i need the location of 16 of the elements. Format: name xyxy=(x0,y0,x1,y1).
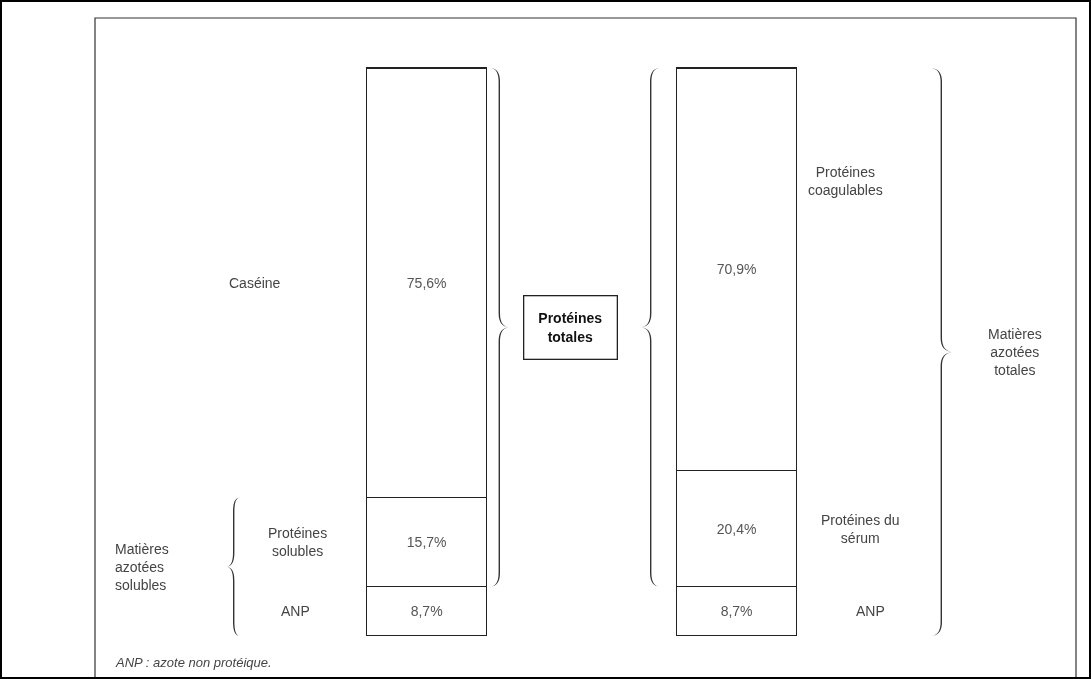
data-label: 20,4% xyxy=(716,520,757,537)
data-label: 70,9% xyxy=(716,261,757,278)
annotation: ANP xyxy=(281,603,310,619)
annotation: Protéines totales xyxy=(538,310,603,345)
data-label: 8,7% xyxy=(720,603,753,620)
text: Matières azotées solubles xyxy=(115,541,169,594)
annotation: Protéines solubles xyxy=(268,525,328,560)
text: ANP : azote non protéique. xyxy=(115,655,272,670)
data-label: 15,7% xyxy=(406,534,447,550)
data-label: 75,6% xyxy=(406,274,447,291)
annotation: Caséine xyxy=(229,275,281,291)
annotation: ANP xyxy=(856,603,885,619)
annotation: Protéines du sérum xyxy=(821,512,900,547)
text: Matières azotées totales xyxy=(988,326,1042,379)
annotation: Protéines coagulables xyxy=(808,164,883,199)
data-label: 8,7% xyxy=(410,603,443,620)
